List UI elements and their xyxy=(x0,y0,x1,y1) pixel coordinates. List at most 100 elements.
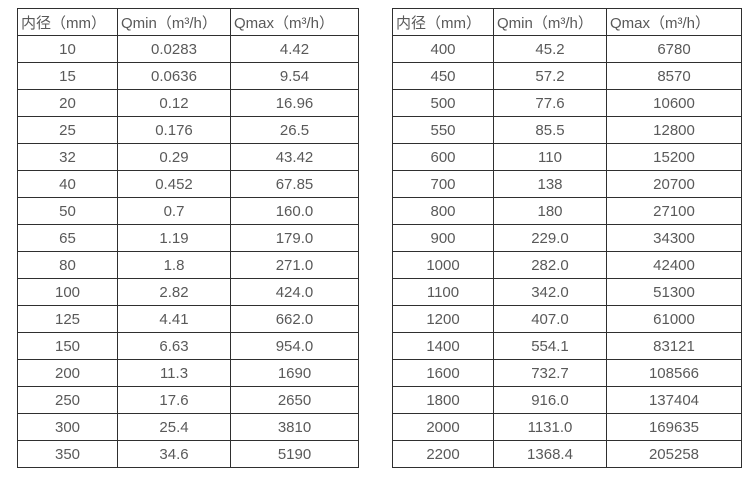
table-cell: 1100 xyxy=(392,278,494,306)
table-cell: 0.29 xyxy=(117,143,231,171)
table-cell: 350 xyxy=(17,440,118,468)
table-cell: 110 xyxy=(493,143,607,171)
table-cell: 108566 xyxy=(606,359,742,387)
table-cell: 2200 xyxy=(392,440,494,468)
table-cell: 26.5 xyxy=(230,116,359,144)
table-cell: 34300 xyxy=(606,224,742,252)
table-cell: 43.42 xyxy=(230,143,359,171)
table-row: 800 180 27100 xyxy=(392,197,742,225)
table-cell: 954.0 xyxy=(230,332,359,360)
flow-spec-table-large-diameters: 内径（mm） Qmin（m³/h） Qmax（m³/h） 400 45.2 6780 45… xyxy=(392,8,742,468)
table-cell: 42400 xyxy=(606,251,742,279)
table-cell: 250 xyxy=(17,386,118,414)
table-cell: 1400 xyxy=(392,332,494,360)
table-cell: 1131.0 xyxy=(493,413,607,441)
table-cell: 27100 xyxy=(606,197,742,225)
table-cell: 2.82 xyxy=(117,278,231,306)
table-cell: 1600 xyxy=(392,359,494,387)
table-cell: 0.0636 xyxy=(117,62,231,90)
header-cell: Qmin（m³/h） xyxy=(117,8,231,36)
table-row: 65 1.19 179.0 xyxy=(17,224,359,252)
table-row: 300 25.4 3810 xyxy=(17,413,359,441)
table-row: 1400 554.1 83121 xyxy=(392,332,742,360)
table-cell: 80 xyxy=(17,251,118,279)
table-cell: 900 xyxy=(392,224,494,252)
table-row: 2000 1131.0 169635 xyxy=(392,413,742,441)
table-row: 2200 1368.4 205258 xyxy=(392,440,742,468)
table-cell: 51300 xyxy=(606,278,742,306)
table-cell: 1690 xyxy=(230,359,359,387)
table-cell: 5190 xyxy=(230,440,359,468)
table-cell: 407.0 xyxy=(493,305,607,333)
table-cell: 20700 xyxy=(606,170,742,198)
table-row: 1200 407.0 61000 xyxy=(392,305,742,333)
table-cell: 1.8 xyxy=(117,251,231,279)
table-row: 900 229.0 34300 xyxy=(392,224,742,252)
table-cell: 20 xyxy=(17,89,118,117)
table-cell: 1368.4 xyxy=(493,440,607,468)
table-cell: 138 xyxy=(493,170,607,198)
table-cell: 45.2 xyxy=(493,35,607,63)
table-cell: 32 xyxy=(17,143,118,171)
table-row: 1100 342.0 51300 xyxy=(392,278,742,306)
table-cell: 916.0 xyxy=(493,386,607,414)
table-cell: 205258 xyxy=(606,440,742,468)
table-row: 200 11.3 1690 xyxy=(17,359,359,387)
table-cell: 1800 xyxy=(392,386,494,414)
header-cell: 内径（mm） xyxy=(392,8,494,36)
table-row: 350 34.6 5190 xyxy=(17,440,359,468)
table-cell: 0.12 xyxy=(117,89,231,117)
table-row: 450 57.2 8570 xyxy=(392,62,742,90)
table-row: 700 138 20700 xyxy=(392,170,742,198)
table-cell: 500 xyxy=(392,89,494,117)
table-cell: 10 xyxy=(17,35,118,63)
table-row: 50 0.7 160.0 xyxy=(17,197,359,225)
table-cell: 0.176 xyxy=(117,116,231,144)
table-cell: 700 xyxy=(392,170,494,198)
header-cell: Qmin（m³/h） xyxy=(493,8,607,36)
table-row: 32 0.29 43.42 xyxy=(17,143,359,171)
table-cell: 179.0 xyxy=(230,224,359,252)
header-cell: Qmax（m³/h） xyxy=(606,8,742,36)
table-cell: 125 xyxy=(17,305,118,333)
table-row: 100 2.82 424.0 xyxy=(17,278,359,306)
table-cell: 550 xyxy=(392,116,494,144)
table-cell: 25 xyxy=(17,116,118,144)
table-row: 10 0.0283 4.42 xyxy=(17,35,359,63)
table-cell: 34.6 xyxy=(117,440,231,468)
table-row: 125 4.41 662.0 xyxy=(17,305,359,333)
table-cell: 17.6 xyxy=(117,386,231,414)
table-cell: 6780 xyxy=(606,35,742,63)
table-cell: 180 xyxy=(493,197,607,225)
table-cell: 2000 xyxy=(392,413,494,441)
table-cell: 85.5 xyxy=(493,116,607,144)
table-cell: 50 xyxy=(17,197,118,225)
table-cell: 3810 xyxy=(230,413,359,441)
table-cell: 0.0283 xyxy=(117,35,231,63)
table-row: 40 0.452 67.85 xyxy=(17,170,359,198)
table-cell: 169635 xyxy=(606,413,742,441)
table-cell: 450 xyxy=(392,62,494,90)
table-cell: 4.42 xyxy=(230,35,359,63)
table-row: 20 0.12 16.96 xyxy=(17,89,359,117)
table-row: 1800 916.0 137404 xyxy=(392,386,742,414)
table-cell: 83121 xyxy=(606,332,742,360)
table-row: 1600 732.7 108566 xyxy=(392,359,742,387)
table-cell: 2650 xyxy=(230,386,359,414)
header-cell: Qmax（m³/h） xyxy=(230,8,359,36)
table-body: 400 45.2 6780 450 57.2 8570 500 77.6 10600 550 85.… xyxy=(392,35,742,468)
header-row: 内径（mm） Qmin（m³/h） Qmax（m³/h） xyxy=(392,8,742,36)
table-cell: 424.0 xyxy=(230,278,359,306)
table-cell: 16.96 xyxy=(230,89,359,117)
table-row: 250 17.6 2650 xyxy=(17,386,359,414)
table-cell: 600 xyxy=(392,143,494,171)
table-cell: 229.0 xyxy=(493,224,607,252)
table-cell: 10600 xyxy=(606,89,742,117)
table-cell: 271.0 xyxy=(230,251,359,279)
table-cell: 200 xyxy=(17,359,118,387)
table-header: 内径（mm） Qmin（m³/h） Qmax（m³/h） xyxy=(392,8,742,36)
table-cell: 300 xyxy=(17,413,118,441)
table-row: 80 1.8 271.0 xyxy=(17,251,359,279)
table-cell: 61000 xyxy=(606,305,742,333)
table-cell: 25.4 xyxy=(117,413,231,441)
